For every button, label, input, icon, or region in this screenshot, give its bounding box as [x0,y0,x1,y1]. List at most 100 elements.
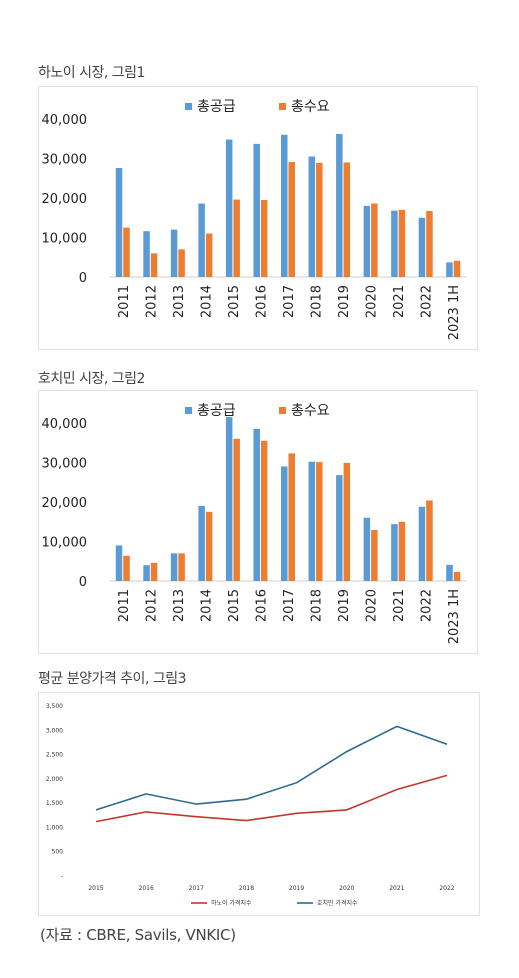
chart2-bar-supply [363,517,371,581]
chart2-bar-demand [316,462,323,581]
chart2-ytick-label: 40,000 [42,417,88,432]
chart2-xtick-label: 2016 [254,589,269,622]
chart3-svg: - 500 1,000 1,500 2,000 2,500 3,000 3,500 2015 20… [46,703,455,907]
chart1-bar-supply [336,134,343,277]
chart3-ytick-label: 1,500 [46,800,63,807]
chart2-bar-supply [446,564,453,581]
chart2-xtick-label: 2014 [199,589,214,622]
chart2-legend-label: 총공급 [197,403,236,419]
chart1-bar-demand [205,233,213,277]
chart2-xtick-label: 2018 [310,589,325,622]
chart2-xtick-label: 2021 [392,589,407,622]
chart2-bar-supply [198,505,205,581]
chart2-bar-demand [288,453,295,581]
chart1-bar-supply [446,262,453,277]
chart1-xtick-label: 2022 [420,285,435,318]
chart1-xtick-label: 2011 [117,285,132,318]
chart2-ytick-label: 30,000 [42,457,88,472]
chart1-ytick-label: 0 [79,271,87,286]
chart3-xtick-label: 2019 [289,885,304,892]
chart3-xtick-label: 2022 [439,885,454,892]
chart1-legend-swatch [185,103,192,110]
chart2-bar-demand [150,562,158,581]
chart1-ytick-label: 10,000 [42,232,88,247]
chart1-legend-swatch [279,103,286,110]
chart3-xtick-label: 2020 [339,885,354,892]
chart1-bar-demand [453,260,461,277]
chart1-bar-supply [170,229,178,277]
chart1-bar-demand [316,162,323,277]
chart1-panel: 0 10,000 20,000 30,000 40,000 2011 2012 2013 201… [38,86,478,350]
chart1-svg: 0 10,000 20,000 30,000 40,000 2011 2012 2013 201… [42,99,467,340]
chart1-ytick-label: 40,000 [42,113,88,128]
chart2-bar-demand [398,521,406,581]
chart1-xtick-label: 2014 [199,285,214,318]
chart2-ytick-label: 20,000 [42,496,88,511]
chart3-ytick-label: 2,000 [46,776,63,783]
chart3-ytick-label: - [61,873,63,880]
chart3-ytick-label: 500 [52,849,64,856]
chart1-xtick-label: 2012 [144,285,159,318]
chart2-xtick-label: 2019 [337,589,352,622]
chart2-legend-label: 총수요 [291,403,330,419]
chart2-bar-supply [143,565,150,581]
chart2-legend-swatch [185,407,192,414]
chart1-bar-supply [418,217,426,277]
chart2-bar-supply [170,553,178,581]
chart1-title: 하노이 시장, 그림1 [38,65,145,81]
chart1-bar-demand [426,211,433,277]
chart1-bar-supply [281,134,288,277]
chart1-bar-demand [150,253,158,277]
chart1-bar-supply [143,231,150,277]
chart1-bar-supply [225,139,233,277]
chart1-xtick-label: 2015 [227,285,242,318]
chart3-xtick-label: 2018 [239,885,254,892]
chart3-panel: - 500 1,000 1,500 2,000 2,500 3,000 3,500 2015 20… [38,692,480,916]
chart1-bar-supply [198,203,205,277]
chart2-bar-supply [281,466,288,581]
chart2-bar-demand [233,438,240,581]
chart2-bar-supply [225,417,233,581]
chart1-bar-demand [123,227,130,277]
chart2-legend-swatch [279,407,286,414]
chart1-xtick-label: 2023 1H [447,285,462,340]
chart2-ytick-label: 0 [79,575,87,590]
chart2-xtick-label: 2011 [117,589,132,622]
chart1-xtick-label: 2016 [254,285,269,318]
chart3-xtick-label: 2021 [389,885,404,892]
chart3-line-hanoi [95,774,448,823]
chart2-svg: 0 10,000 20,000 30,000 40,000 2011 2012 2013 201… [42,403,467,644]
chart2-bar-supply [308,461,316,581]
chart1-xtick-label: 2020 [365,285,380,318]
chart1-bar-demand [178,249,185,277]
chart1-legend-label: 총공급 [197,99,236,115]
chart1-ytick-label: 20,000 [42,192,88,207]
chart1-bar-demand [260,199,268,277]
chart1-xtick-label: 2017 [282,285,297,318]
chart2-ytick-label: 10,000 [42,536,88,551]
chart2-bar-demand [260,440,268,581]
chart1-xtick-label: 2019 [337,285,352,318]
chart2-bar-supply [391,524,398,581]
chart2-xtick-label: 2022 [420,589,435,622]
chart2-bar-demand [426,500,433,581]
chart2-xtick-label: 2012 [144,589,159,622]
chart3-title: 평균 분양가격 추이, 그림3 [38,671,187,687]
chart2-xtick-label: 2023 1H [447,589,462,644]
chart1-legend-label: 총수요 [291,99,330,115]
chart3-ytick-label: 2,500 [46,752,63,759]
chart2-bar-supply [336,475,343,581]
chart1-bar-supply [253,143,260,277]
chart2-panel: 0 10,000 20,000 30,000 40,000 2011 2012 2013 201… [38,390,478,654]
chart1-ytick-label: 30,000 [42,153,88,168]
chart2-bar-demand [205,511,213,581]
chart2-xtick-label: 2020 [365,589,380,622]
chart2-xtick-label: 2015 [227,589,242,622]
chart3-xtick-label: 2017 [189,885,204,892]
chart2-bar-demand [453,571,461,581]
chart1-bar-demand [343,162,351,277]
chart1-bar-demand [288,162,295,277]
chart1-bar-demand [233,199,240,277]
chart2-bar-demand [178,553,185,581]
chart2-bar-supply [418,506,426,581]
